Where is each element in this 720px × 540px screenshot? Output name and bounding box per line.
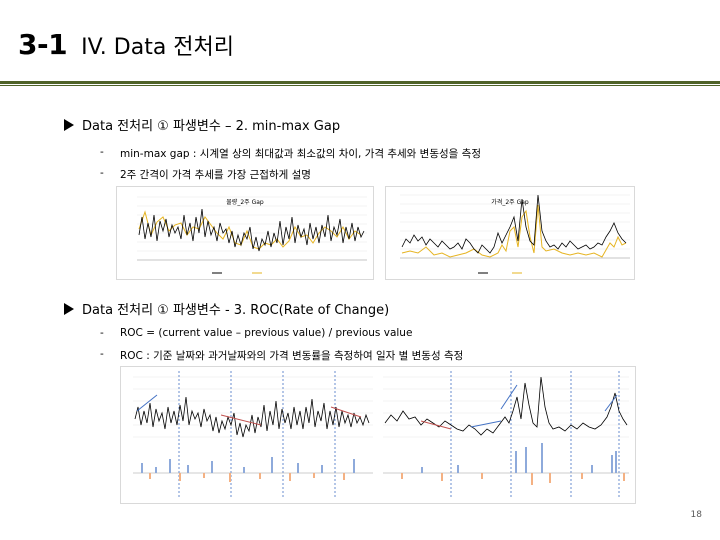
trend-arrow-up <box>604 394 618 412</box>
bullet-dash: - <box>100 348 104 360</box>
section-number: 3-1 <box>18 28 68 61</box>
triangle-bullet-icon <box>64 118 74 131</box>
section2-heading-text: Data 전처리 ① 파생변수 - 3. ROC(Rate of Change) <box>82 303 390 318</box>
bullet-text: min-max gap : 시계열 상의 최대값과 최소값의 차이, 가격 추세… <box>120 148 481 160</box>
black-series-line <box>401 194 627 254</box>
trend-arrow-up <box>500 384 518 410</box>
page-number: 18 <box>690 510 702 520</box>
section1-bullet-2: - 2주 간격이 가격 추세를 가장 근접하게 설명 <box>100 167 311 182</box>
section1-bullet-1: - min-max gap : 시계열 상의 최대값과 최소값의 차이, 가격 … <box>100 146 481 161</box>
section1-heading: Data 전처리 ① 파생변수 – 2. min-max Gap <box>64 115 340 134</box>
trend-arrow-up <box>470 420 502 428</box>
gold-series-line <box>138 210 362 250</box>
bullet-text: ROC : 기준 날짜와 과거날짜와의 가격 변동률을 측정하여 일자 별 변동… <box>120 350 464 362</box>
header-rule <box>0 81 720 84</box>
roc-left-line <box>134 396 370 438</box>
roc-right-line <box>384 376 628 436</box>
section2-heading: Data 전처리 ① 파생변수 - 3. ROC(Rate of Change) <box>64 299 389 318</box>
roc-charts-panel <box>120 366 636 504</box>
trend-arrow-up <box>136 394 158 412</box>
trend-arrow-down <box>330 406 362 418</box>
price-gap-chart-title: 가격_2주 Gap <box>491 198 529 206</box>
volume-gap-chart-title: 물량_2주 Gap <box>226 199 264 206</box>
gold-series-line <box>401 204 627 258</box>
volume-gap-chart: 물량_2주 Gap <box>116 186 374 280</box>
roc-charts-svg <box>133 371 629 497</box>
bullet-dash: - <box>100 146 104 158</box>
price-gap-chart-svg: 가격_2주 Gap <box>400 194 630 274</box>
section2-bullet-2: - ROC : 기준 날짜와 과거날짜와의 가격 변동률을 측정하여 일자 별 … <box>100 348 463 363</box>
section2-bullet-1: - ROC = (current value – previous value)… <box>100 327 412 339</box>
bullet-dash: - <box>100 327 104 339</box>
section1-heading-text: Data 전처리 ① 파생변수 – 2. min-max Gap <box>82 119 341 134</box>
bullet-text: ROC = (current value – previous value) /… <box>120 327 413 339</box>
black-series-line <box>138 208 365 252</box>
header-rule-thin <box>0 85 720 86</box>
bullet-text: 2주 간격이 가격 추세를 가장 근접하게 설명 <box>120 169 311 181</box>
triangle-bullet-icon <box>64 302 74 315</box>
slide-title: IV. Data 전처리 <box>81 35 235 60</box>
bullet-dash: - <box>100 167 104 179</box>
price-gap-chart: 가격_2주 Gap <box>385 186 635 280</box>
trend-arrow-down <box>220 414 262 426</box>
trend-arrow-down <box>420 420 452 430</box>
slide-header: 3-1 IV. Data 전처리 <box>18 28 234 68</box>
volume-gap-chart-svg: 물량_2주 Gap <box>137 196 367 274</box>
